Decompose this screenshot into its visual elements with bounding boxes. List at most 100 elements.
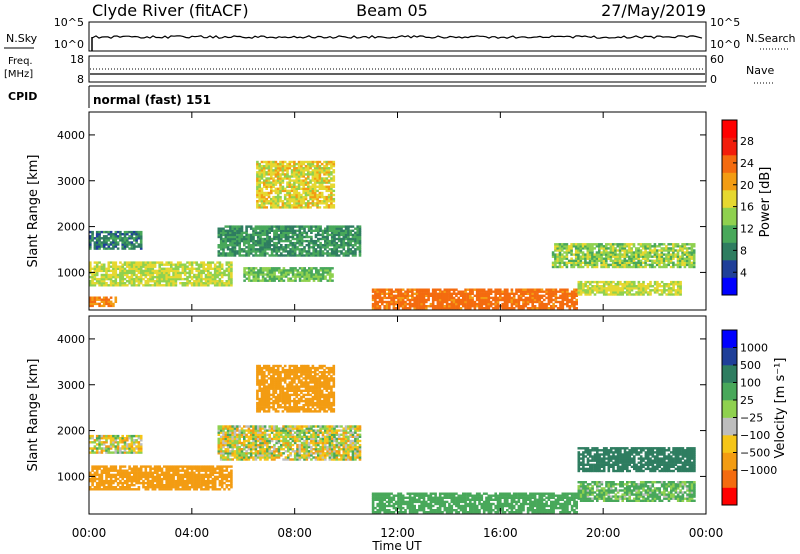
- velocity-cell: [165, 469, 168, 472]
- velocity-cell: [91, 484, 94, 487]
- power-cell: [290, 195, 294, 199]
- power-cell: [146, 271, 150, 275]
- velocity-cell: [98, 447, 101, 450]
- power-cell: [635, 293, 638, 296]
- power-cell: [332, 183, 336, 186]
- power-cell: [445, 294, 449, 297]
- velocity-cell: [135, 475, 138, 479]
- power-cell: [325, 181, 329, 184]
- power-cell: [114, 263, 118, 266]
- power-cell: [554, 257, 557, 260]
- power-cell: [139, 267, 143, 270]
- power-cell: [554, 255, 557, 258]
- power-cell: [280, 269, 283, 272]
- velocity-cell: [149, 467, 152, 470]
- power-cell: [137, 265, 141, 268]
- power-cell: [683, 265, 687, 269]
- power-cell: [473, 307, 477, 310]
- power-cell: [556, 259, 559, 262]
- power-cell: [351, 250, 355, 253]
- power-cell: [563, 294, 567, 297]
- power-cell: [267, 179, 271, 182]
- power-cell: [340, 231, 343, 234]
- velocity-cell: [172, 484, 175, 487]
- power-cell: [559, 288, 562, 291]
- power-cell: [672, 280, 675, 284]
- power-cell: [653, 253, 657, 256]
- velocity-cell: [100, 437, 104, 440]
- velocity-cell: [219, 445, 223, 449]
- power-cell: [503, 298, 507, 302]
- power-cell: [256, 173, 259, 176]
- power-cell: [563, 263, 566, 267]
- velocity-cell: [128, 477, 131, 481]
- power-cell: [224, 241, 228, 245]
- power-cell: [107, 300, 111, 303]
- power-cell: [665, 283, 668, 286]
- power-cell: [316, 181, 319, 184]
- velocity-cell: [216, 467, 219, 470]
- power-cell: [567, 259, 571, 262]
- power-cell: [230, 267, 233, 270]
- power-cell: [672, 253, 675, 256]
- power-cell: [692, 253, 696, 256]
- velocity-cell: [112, 488, 115, 491]
- power-cell: [174, 275, 178, 279]
- power-cell: [263, 183, 266, 186]
- power-cell: [314, 235, 318, 239]
- power-cell: [676, 285, 680, 288]
- power-cell: [529, 296, 532, 300]
- power-cell: [288, 175, 292, 178]
- power-cell: [261, 267, 265, 270]
- power-cell: [625, 255, 629, 258]
- power-cell: [653, 261, 657, 264]
- power-cell: [425, 294, 428, 297]
- power-cell: [211, 280, 215, 283]
- power-cell: [313, 191, 317, 195]
- power-cell: [318, 169, 322, 172]
- power-cell: [411, 305, 414, 308]
- power-cell: [630, 285, 634, 288]
- power-cell: [238, 250, 241, 253]
- power-cell: [600, 247, 603, 250]
- power-cell: [492, 298, 495, 302]
- power-cell: [317, 254, 320, 257]
- power-cell: [268, 273, 272, 276]
- power-cell: [93, 298, 97, 301]
- power-cell: [126, 284, 129, 287]
- power-cell: [308, 271, 311, 274]
- power-cell: [263, 225, 267, 228]
- power-cell: [142, 284, 145, 287]
- power-cell: [227, 267, 231, 270]
- power-cell: [609, 249, 613, 252]
- velocity-cell: [107, 451, 111, 454]
- power-cell: [225, 282, 229, 285]
- power-cell: [545, 296, 548, 300]
- power-cell: [300, 160, 303, 164]
- power-cell: [128, 235, 131, 238]
- power-cell: [674, 293, 678, 296]
- power-cell: [438, 307, 442, 310]
- power-cell: [320, 177, 324, 180]
- power-cell: [655, 259, 659, 262]
- power-cell: [267, 164, 271, 168]
- power-cell: [485, 290, 488, 293]
- power-cell: [642, 293, 645, 296]
- power-cell: [287, 271, 290, 274]
- power-cell: [660, 247, 664, 250]
- power-cell: [614, 259, 617, 262]
- velocity-cell: [112, 469, 115, 472]
- power-cell: [98, 280, 101, 283]
- power-cell: [591, 259, 594, 262]
- power-cell: [179, 282, 182, 285]
- velocity-cell: [204, 469, 208, 472]
- power-cell: [307, 250, 311, 253]
- power-cell: [607, 255, 610, 258]
- power-cell: [690, 255, 694, 258]
- power-cell: [600, 255, 603, 258]
- power-cell: [247, 239, 251, 243]
- power-cell: [639, 283, 643, 286]
- velocity-cell: [153, 479, 157, 483]
- power-cell: [566, 290, 569, 293]
- velocity-cell: [98, 451, 101, 454]
